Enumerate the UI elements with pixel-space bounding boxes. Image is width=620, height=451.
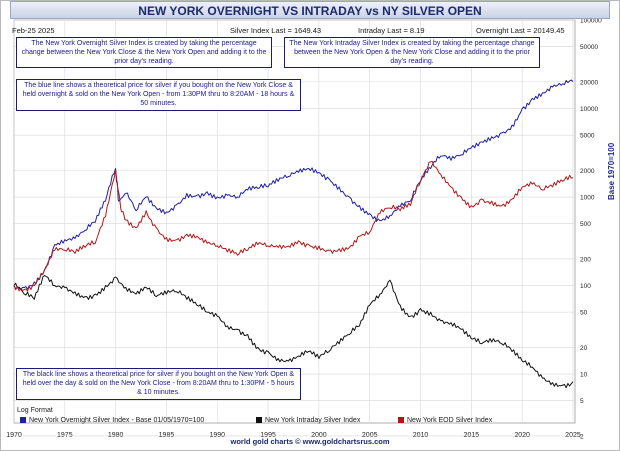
x-tick-label: 1995 [260, 432, 276, 439]
note-black-line: The black line shows a theoretical price… [16, 368, 301, 400]
y-tick-label: 2000 [580, 168, 595, 175]
y-tick-label: 5 [580, 398, 584, 405]
legend-label-eod: New York EOD Silver Index [407, 417, 493, 424]
y-tick-label: 20 [580, 345, 588, 352]
y-tick-label: 50 [580, 310, 588, 317]
header-silver-last: Silver Index Last = 1649.43 [230, 26, 322, 35]
note-intraday-definition: The New York Intraday Silver Index is cr… [284, 37, 540, 68]
note-overnight-definition: The New York Overnight Silver Index is c… [16, 37, 272, 68]
log-format-label: Log Format [17, 407, 53, 414]
y-tick-label: 2 [580, 433, 584, 440]
y-tick-label: 50000 [580, 44, 598, 51]
y-tick-label: 10000 [580, 106, 598, 113]
legend-label-intraday: New York Intraday Silver Index [265, 417, 361, 424]
x-tick-label: 2015 [464, 432, 480, 439]
series-line-eod [13, 161, 574, 292]
y-tick-label: 100 [580, 283, 591, 290]
y-tick-label: 1000 [580, 195, 595, 202]
x-tick-label: 2010 [413, 432, 429, 439]
y-tick-label: 100000 [580, 18, 602, 25]
y-tick-label: 20000 [580, 79, 598, 86]
x-tick-label: 1980 [108, 432, 124, 439]
header-intraday-last: Intraday Last = 8.19 [358, 26, 425, 35]
legend-swatch-eod [398, 417, 404, 423]
header-overnight-last: Overnight Last = 20149.45 [476, 26, 565, 35]
x-tick-label: 2005 [362, 432, 378, 439]
legend-item-eod: New York EOD Silver Index [398, 417, 492, 424]
legend-item-intraday: New York Intraday Silver Index [256, 417, 360, 424]
header-date: Feb-25 2025 [12, 26, 55, 35]
legend-item-overnight: New York Overnight Silver Index - Base 0… [20, 417, 204, 424]
y-tick-label: 5000 [580, 133, 595, 140]
x-tick-label: 2020 [514, 432, 530, 439]
x-tick-label: 1990 [209, 432, 225, 439]
x-tick-label: 1975 [57, 432, 73, 439]
y-tick-label: 10 [580, 372, 588, 379]
x-tick-label: 1970 [6, 432, 22, 439]
footer-credit: world gold charts © www.goldchartsrus.co… [230, 437, 390, 446]
series-line-overnight [13, 79, 574, 291]
x-tick-label: 1985 [159, 432, 175, 439]
series-line-intraday [13, 275, 574, 389]
x-tick-label: 2000 [311, 432, 327, 439]
legend-swatch-overnight [20, 417, 26, 423]
chart-title: NEW YORK OVERNIGHT VS INTRADAY vs NY SIL… [138, 4, 482, 18]
y-tick-label: 200 [580, 256, 591, 263]
y-tick-label: 500 [580, 221, 591, 228]
x-tick-label: 2025 [565, 432, 581, 439]
legend-swatch-intraday [256, 417, 262, 423]
note-blue-line: The blue line shows a theoretical price … [16, 79, 301, 111]
chart-title-bar: NEW YORK OVERNIGHT VS INTRADAY vs NY SIL… [10, 1, 610, 19]
legend-label-overnight: New York Overnight Silver Index - Base 0… [29, 417, 205, 424]
y-axis-label: Base 1970=100 [607, 142, 616, 200]
